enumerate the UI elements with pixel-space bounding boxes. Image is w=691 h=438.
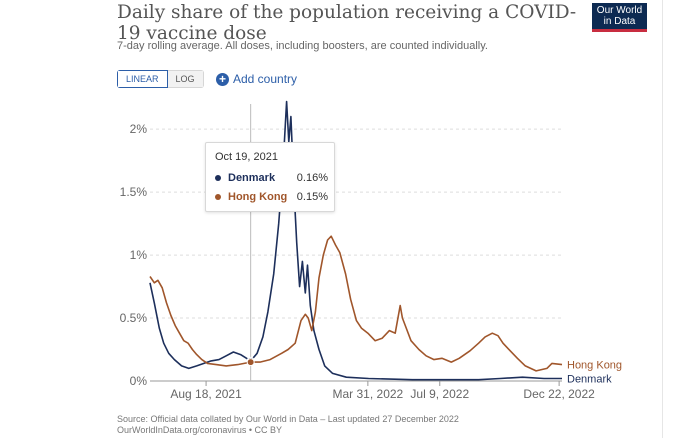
scale-toggle: LINEAR LOG — [117, 70, 204, 88]
tooltip-name: Denmark — [228, 172, 276, 184]
chart-title: Daily share of the population receiving … — [117, 2, 577, 44]
add-country-button[interactable]: + Add country — [216, 70, 297, 88]
series-label-hong-kong: Hong Kong — [567, 360, 622, 372]
source-note: Source: Official data collated by Our Wo… — [117, 414, 459, 436]
chart-frame: Daily share of the population receiving … — [117, 0, 663, 438]
tooltip-row-denmark: Denmark 0.16% — [215, 171, 328, 185]
hover-marker-hong-kong — [246, 358, 255, 367]
source-line-1: Source: Official data collated by Our Wo… — [117, 414, 459, 424]
y-tick-label: 0% — [130, 374, 148, 388]
tooltip-value: 0.16% — [296, 172, 328, 184]
y-tick-label: 1.5% — [120, 185, 148, 199]
logo-line-2: in Data — [603, 16, 636, 27]
x-tick-label: Jul 9, 2022 — [410, 387, 469, 401]
tooltip-row-hong-kong: Hong Kong 0.15% — [215, 190, 328, 204]
hong-kong-dot-icon — [215, 194, 221, 200]
y-tick-label: 0.5% — [120, 311, 148, 325]
tooltip-name: Hong Kong — [228, 191, 288, 203]
x-tick-label: Dec 22, 2022 — [523, 387, 595, 401]
y-tick-label: 1% — [130, 248, 148, 262]
source-line-2: OurWorldInData.org/coronavirus • CC BY — [117, 425, 283, 435]
x-tick-label: Aug 18, 2021 — [170, 387, 242, 401]
series-line-denmark — [149, 100, 562, 381]
x-tick-label: Mar 31, 2022 — [333, 387, 404, 401]
add-country-label: Add country — [233, 72, 298, 86]
y-tick-label: 2% — [130, 122, 148, 136]
denmark-dot-icon — [215, 175, 221, 181]
log-scale-button[interactable]: LOG — [167, 70, 204, 88]
tooltip-value: 0.15% — [296, 191, 328, 203]
hover-tooltip: Oct 19, 2021 Denmark 0.16% Hong Kong 0.1… — [205, 142, 335, 212]
tooltip-date: Oct 19, 2021 — [215, 151, 278, 163]
series-label-denmark: Denmark — [567, 373, 612, 385]
logo-line-1: Our World — [596, 5, 643, 16]
chart-subtitle: 7-day rolling average. All doses, includ… — [117, 40, 488, 52]
linear-scale-button[interactable]: LINEAR — [117, 70, 168, 88]
series-line-hong-kong — [149, 235, 563, 372]
owid-logo[interactable]: Our World in Data — [592, 3, 647, 32]
plus-icon: + — [216, 72, 229, 86]
